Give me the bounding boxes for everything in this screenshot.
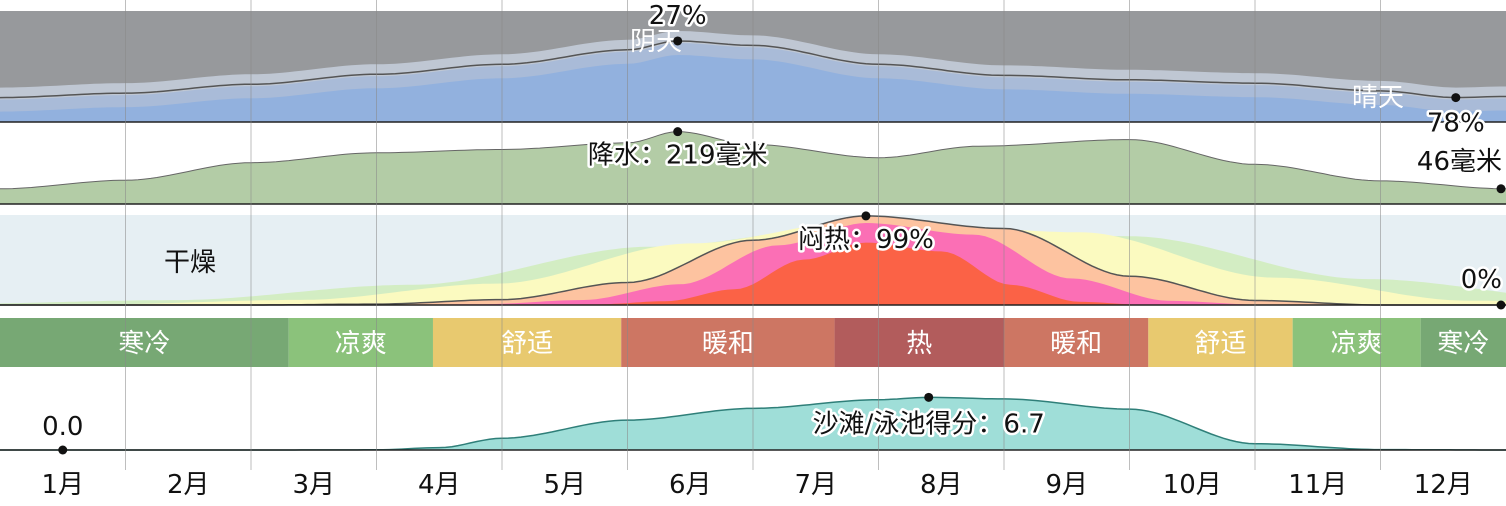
temp-band-1 bbox=[288, 318, 433, 367]
month-label-10: 10月 bbox=[1163, 470, 1222, 500]
precip-max-dot bbox=[673, 127, 683, 137]
temp-band-5 bbox=[1004, 318, 1149, 367]
month-label-3: 3月 bbox=[292, 470, 335, 500]
month-axis: 1月 2月 3月 4月 5月 6月 7月 8月 9月 10月 11月 12月 bbox=[41, 470, 1472, 500]
dry-label: 干燥 bbox=[164, 248, 216, 278]
temp-band-label-4: 热 bbox=[906, 329, 932, 359]
temp-band-label-8: 寒冷 bbox=[1437, 329, 1489, 359]
month-gridlines bbox=[125, 0, 1381, 470]
temp-band-6 bbox=[1148, 318, 1293, 367]
month-label-6: 6月 bbox=[669, 470, 712, 500]
temp-band-label-0: 寒冷 bbox=[118, 329, 170, 359]
cloud-clear-label: 晴天 bbox=[1352, 83, 1404, 113]
cloud-max-label: 78% bbox=[1427, 109, 1485, 139]
temp-band-2 bbox=[432, 318, 622, 367]
month-label-9: 9月 bbox=[1045, 470, 1088, 500]
cloud-min-label: 27% bbox=[649, 1, 707, 31]
temp-band-label-5: 暖和 bbox=[1050, 329, 1102, 359]
muggy-max-dot bbox=[861, 211, 871, 221]
cloud-max-dot bbox=[1451, 93, 1461, 103]
temp-band-label-6: 舒适 bbox=[1194, 329, 1246, 359]
beach-min-dot bbox=[58, 445, 68, 455]
muggy-min-label: 0% bbox=[1461, 265, 1502, 295]
temp-band-8 bbox=[1420, 318, 1506, 367]
temp-band-label-2: 舒适 bbox=[501, 329, 553, 359]
temp-band-0 bbox=[0, 318, 289, 367]
beach-max-label: 沙滩/泳池得分：6.7 bbox=[813, 409, 1045, 439]
temp-band-7 bbox=[1292, 318, 1421, 367]
month-label-5: 5月 bbox=[543, 470, 586, 500]
beach-max-dot bbox=[924, 392, 934, 402]
muggy-max-label: 闷热：99% bbox=[798, 225, 934, 255]
month-label-2: 2月 bbox=[167, 470, 210, 500]
temp-band-3 bbox=[621, 318, 835, 367]
beach-min-label: 0.0 bbox=[42, 412, 83, 442]
month-label-7: 7月 bbox=[794, 470, 837, 500]
panel-labels: 阴天 晴天 干燥 bbox=[164, 27, 1404, 278]
month-label-1: 1月 bbox=[41, 470, 84, 500]
month-label-12: 12月 bbox=[1414, 470, 1473, 500]
temp-band-label-3: 暖和 bbox=[702, 329, 754, 359]
temp-band-4 bbox=[834, 318, 1004, 367]
month-label-8: 8月 bbox=[920, 470, 963, 500]
temp-band-label-7: 凉爽 bbox=[1331, 329, 1383, 359]
precip-min-label: 46毫米 bbox=[1417, 147, 1502, 177]
muggy-min-dot bbox=[1496, 300, 1506, 310]
cloud-min-dot bbox=[673, 36, 683, 46]
month-label-11: 11月 bbox=[1288, 470, 1347, 500]
temp-panel: 寒冷 凉爽 舒适 暖和 热 暖和 舒适 凉爽 寒冷 bbox=[0, 318, 1506, 367]
precip-min-dot bbox=[1496, 184, 1506, 194]
month-label-4: 4月 bbox=[418, 470, 461, 500]
temp-band-label-1: 凉爽 bbox=[335, 329, 387, 359]
precip-max-label: 降水：219毫米 bbox=[588, 141, 768, 171]
